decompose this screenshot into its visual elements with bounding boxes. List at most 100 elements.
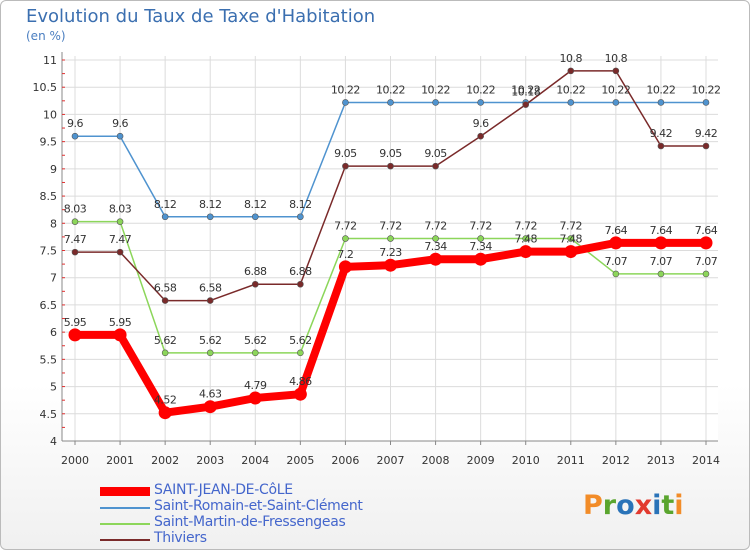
- x-tick-label: 2002: [151, 454, 179, 467]
- data-point-saint-romain-et-saint-cle-ment: [702, 99, 710, 106]
- legend-swatch-thiviers: [100, 539, 150, 541]
- data-point-thiviers: [387, 162, 394, 170]
- data-point-thiviers: [342, 162, 349, 170]
- data-label-saint-romain-et-saint-cle-ment: 10.22: [601, 83, 630, 96]
- data-point-saint-martin-de-fressengeas: [71, 218, 79, 225]
- data-label-saint-jean-de-co-le: 7.23: [379, 246, 402, 259]
- data-point-saint-romain-et-saint-cle-ment: [297, 213, 304, 221]
- data-label-saint-jean-de-co-le: 4.79: [244, 379, 267, 392]
- data-label-saint-martin-de-fressengeas: 5.62: [199, 334, 222, 347]
- data-label-saint-jean-de-co-le: 4.52: [154, 394, 177, 407]
- legend-swatch-saint-jean-de-cole: [100, 487, 150, 496]
- data-label-thiviers: 6.88: [244, 265, 267, 278]
- x-tick-label: 2001: [106, 454, 134, 467]
- data-point-saint-romain-et-saint-cle-ment: [116, 132, 124, 140]
- data-label-saint-jean-de-co-le: 7.64: [605, 224, 628, 237]
- data-point-saint-martin-de-fressengeas: [387, 235, 394, 242]
- data-label-saint-martin-de-fressengeas: 5.62: [289, 334, 312, 347]
- data-point-saint-romain-et-saint-cle-ment: [206, 213, 214, 221]
- data-point-saint-jean-de-co-le: [158, 406, 172, 420]
- legend-swatch-saint-romain: [100, 507, 150, 509]
- data-point-saint-jean-de-co-le: [429, 252, 443, 266]
- data-label-thiviers: 6.88: [289, 265, 312, 278]
- data-label-saint-martin-de-fressengeas: 7.07: [650, 255, 673, 268]
- data-label-thiviers: 9.05: [334, 147, 357, 160]
- legend-label-saint-martin: Saint-Martin-de-Fressengeas: [154, 514, 346, 530]
- data-label-saint-martin-de-fressengeas: 5.62: [154, 334, 177, 347]
- data-point-saint-jean-de-co-le: [113, 328, 127, 342]
- data-point-saint-martin-de-fressengeas: [477, 235, 484, 242]
- data-point-thiviers: [477, 132, 484, 140]
- y-tick-label: 8: [50, 217, 57, 230]
- data-label-saint-romain-et-saint-cle-ment: 10.22: [511, 83, 540, 96]
- x-tick-label: 2010: [512, 454, 540, 467]
- x-tick-label: 2011: [557, 454, 585, 467]
- data-label-saint-jean-de-co-le: 7.34: [469, 240, 492, 253]
- data-point-saint-jean-de-co-le: [519, 245, 533, 259]
- data-label-saint-jean-de-co-le: 7.64: [695, 224, 718, 237]
- data-label-thiviers: 6.58: [154, 282, 177, 295]
- data-point-saint-jean-de-co-le: [293, 387, 307, 401]
- proxiti-logo: Proxiti: [583, 490, 684, 521]
- data-label-saint-jean-de-co-le: 4.86: [289, 375, 312, 388]
- data-point-saint-romain-et-saint-cle-ment: [657, 99, 665, 106]
- data-point-saint-jean-de-co-le: [68, 328, 82, 342]
- y-tick-label: 10.5: [33, 81, 58, 94]
- data-point-saint-martin-de-fressengeas: [432, 235, 439, 242]
- x-tick-label: 2014: [692, 454, 720, 467]
- legend-swatch-saint-martin: [100, 523, 150, 525]
- data-label-saint-jean-de-co-le: 4.63: [199, 388, 222, 401]
- data-label-saint-martin-de-fressengeas: 7.72: [560, 220, 583, 233]
- data-label-thiviers: 9.6: [473, 117, 489, 130]
- data-point-saint-jean-de-co-le: [474, 252, 488, 266]
- y-tick-label: 7: [50, 272, 57, 285]
- data-point-saint-martin-de-fressengeas: [702, 270, 710, 278]
- legend-label-thiviers: Thiviers: [154, 530, 207, 546]
- data-point-saint-jean-de-co-le: [564, 245, 578, 259]
- data-point-saint-romain-et-saint-cle-ment: [387, 99, 394, 106]
- data-point-saint-martin-de-fressengeas: [342, 235, 349, 242]
- data-label-thiviers: 10.8: [605, 52, 628, 65]
- data-point-thiviers: [612, 67, 620, 75]
- data-label-thiviers: 9.42: [695, 127, 718, 140]
- data-point-thiviers: [702, 142, 710, 150]
- data-label-thiviers: 9.05: [424, 147, 447, 160]
- y-tick-label: 8.5: [40, 190, 58, 203]
- data-point-saint-jean-de-co-le: [384, 258, 397, 272]
- data-label-thiviers: 9.05: [379, 147, 402, 160]
- data-point-saint-romain-et-saint-cle-ment: [342, 99, 349, 106]
- legend-label-saint-romain: Saint-Romain-et-Saint-Clément: [154, 498, 363, 514]
- y-tick-label: 5: [50, 381, 57, 394]
- data-point-saint-martin-de-fressengeas: [116, 218, 124, 225]
- data-label-saint-martin-de-fressengeas: 7.72: [334, 220, 357, 233]
- data-point-thiviers: [71, 248, 79, 256]
- x-tick-label: 2006: [331, 454, 359, 467]
- data-label-saint-romain-et-saint-cle-ment: 10.22: [466, 83, 495, 96]
- x-tick-label: 2007: [377, 454, 405, 467]
- data-label-saint-martin-de-fressengeas: 7.07: [605, 255, 628, 268]
- data-label-saint-romain-et-saint-cle-ment: 9.6: [112, 117, 128, 130]
- y-tick-label: 6.5: [40, 299, 58, 312]
- data-label-thiviers: 6.58: [199, 282, 222, 295]
- x-tick-label: 2013: [647, 454, 675, 467]
- data-label-saint-jean-de-co-le: 5.95: [64, 316, 87, 329]
- y-tick-label: 10: [43, 108, 57, 121]
- data-label-thiviers: 7.47: [64, 233, 87, 246]
- data-point-saint-romain-et-saint-cle-ment: [71, 132, 79, 140]
- data-point-saint-martin-de-fressengeas: [297, 349, 304, 357]
- data-point-saint-romain-et-saint-cle-ment: [612, 99, 620, 106]
- x-tick-label: 2004: [241, 454, 269, 467]
- data-label-saint-romain-et-saint-cle-ment: 10.22: [556, 83, 585, 96]
- data-point-saint-jean-de-co-le: [609, 236, 623, 250]
- data-label-saint-romain-et-saint-cle-ment: 10.22: [692, 83, 721, 96]
- data-point-saint-jean-de-co-le: [203, 400, 217, 414]
- data-label-saint-martin-de-fressengeas: 7.72: [469, 220, 492, 233]
- data-label-saint-martin-de-fressengeas: 8.03: [109, 203, 132, 216]
- data-label-saint-jean-de-co-le: 7.48: [560, 233, 583, 246]
- x-tick-label: 2000: [61, 454, 89, 467]
- data-point-saint-jean-de-co-le: [654, 236, 668, 250]
- data-label-saint-jean-de-co-le: 5.95: [109, 316, 132, 329]
- data-point-thiviers: [567, 67, 575, 75]
- x-tick-label: 2009: [467, 454, 495, 467]
- legend-label-saint-jean-de-cole: SAINT-JEAN-DE-CôLE: [154, 482, 293, 498]
